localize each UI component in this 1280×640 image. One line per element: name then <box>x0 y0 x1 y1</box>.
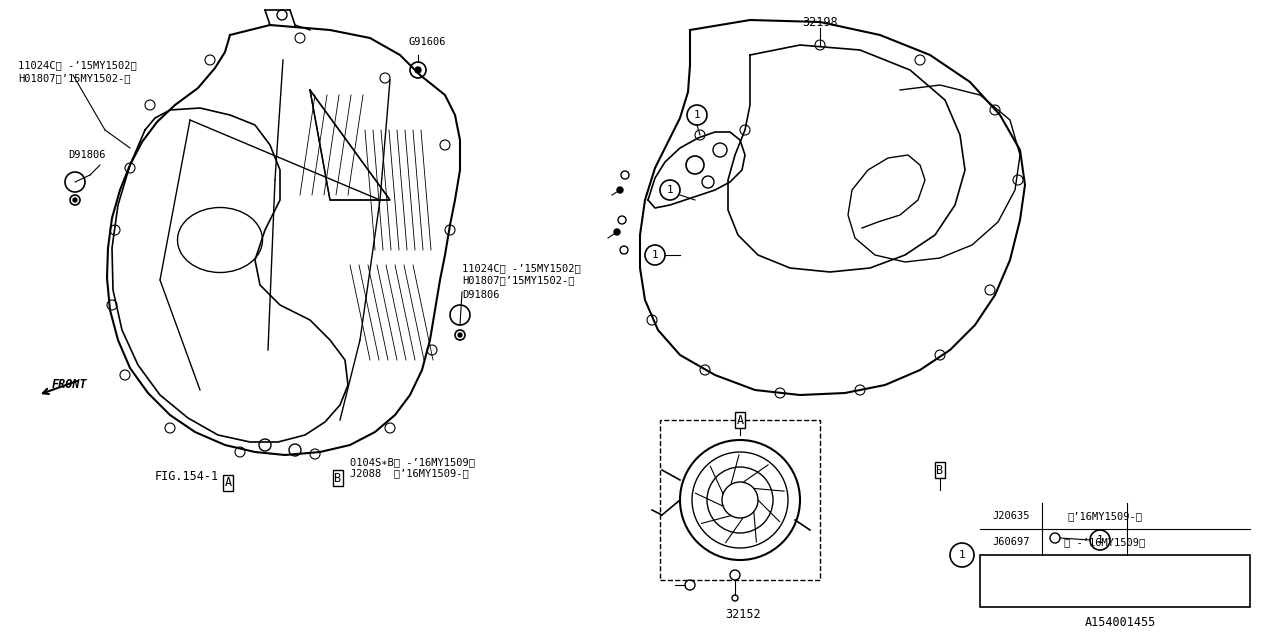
Text: B: B <box>334 472 342 484</box>
Circle shape <box>614 229 620 235</box>
Text: A: A <box>736 413 744 426</box>
Text: J20635: J20635 <box>992 511 1029 521</box>
Text: 1: 1 <box>1097 535 1103 545</box>
Circle shape <box>617 187 623 193</box>
Text: 32152: 32152 <box>724 609 760 621</box>
Text: FIG.154-1: FIG.154-1 <box>155 470 219 483</box>
Text: 11024C〈 -’15MY1502〉: 11024C〈 -’15MY1502〉 <box>18 60 137 70</box>
Text: FRONT: FRONT <box>52 378 87 392</box>
Text: 32198: 32198 <box>803 15 838 29</box>
Text: 〈 -’16MY1509〉: 〈 -’16MY1509〉 <box>1064 537 1146 547</box>
Text: D91806: D91806 <box>68 150 105 160</box>
Text: 〈’16MY1509-〉: 〈’16MY1509-〉 <box>1068 511 1142 521</box>
Circle shape <box>458 333 462 337</box>
Text: J60697: J60697 <box>992 537 1029 547</box>
Text: 1: 1 <box>667 185 673 195</box>
Text: J2088  〈’16MY1509-〉: J2088 〈’16MY1509-〉 <box>349 468 468 478</box>
Text: A: A <box>224 477 232 490</box>
Text: D91806: D91806 <box>462 290 499 300</box>
Text: B: B <box>937 463 943 477</box>
Text: H01807〈’15MY1502-〉: H01807〈’15MY1502-〉 <box>18 73 131 83</box>
Circle shape <box>73 198 77 202</box>
Circle shape <box>415 67 421 73</box>
Text: 11024C〈 -’15MY1502〉: 11024C〈 -’15MY1502〉 <box>462 263 581 273</box>
Text: 1: 1 <box>959 550 965 560</box>
Text: G91606: G91606 <box>408 37 445 47</box>
Text: 0104S∗B〈 -’16MY1509〉: 0104S∗B〈 -’16MY1509〉 <box>349 457 475 467</box>
Bar <box>980 555 1251 607</box>
Text: 1: 1 <box>652 250 658 260</box>
Polygon shape <box>310 90 390 200</box>
Text: H01807〈’15MY1502-〉: H01807〈’15MY1502-〉 <box>462 275 575 285</box>
Text: A154001455: A154001455 <box>1085 616 1156 628</box>
Text: 1: 1 <box>694 110 700 120</box>
